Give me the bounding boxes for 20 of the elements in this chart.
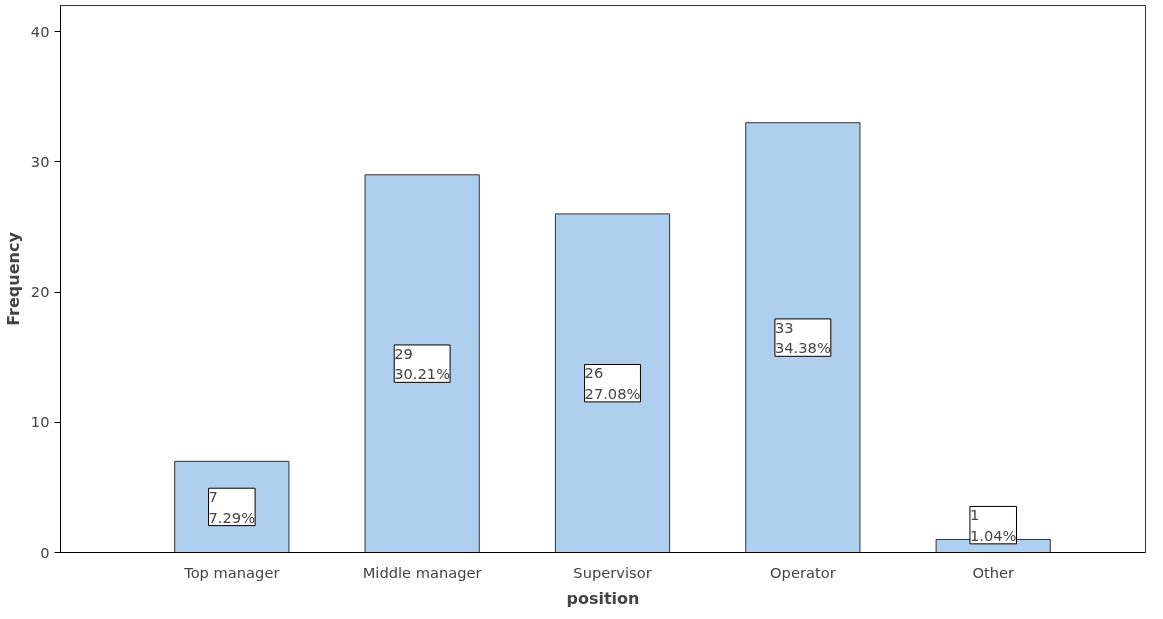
data-label: 26 27.08% (584, 364, 641, 402)
x-tick-label: Top manager (183, 563, 281, 581)
data-label: 33 34.38% (774, 318, 831, 357)
x-tick-label: Other (972, 563, 1015, 581)
y-tick-label: 40 (30, 22, 50, 40)
y-tick-label: 30 (30, 152, 50, 170)
x-tick-label: Middle manager (362, 563, 483, 581)
bar (554, 213, 671, 553)
x-tick-label: Supervisor (573, 563, 653, 581)
data-label: 1 1.04% (969, 506, 1017, 544)
x-axis-title: position (566, 588, 640, 608)
data-label: 7 7.29% (208, 488, 256, 526)
x-tick-label: Operator (770, 563, 837, 581)
bar (745, 122, 861, 553)
y-tick-label: 10 (30, 413, 50, 431)
y-axis-title: Frequency (3, 231, 23, 326)
y-tick-label: 20 (30, 283, 50, 301)
data-label: 29 30.21% (394, 344, 451, 383)
y-tick-label: 0 (40, 543, 50, 561)
bar (364, 174, 480, 553)
